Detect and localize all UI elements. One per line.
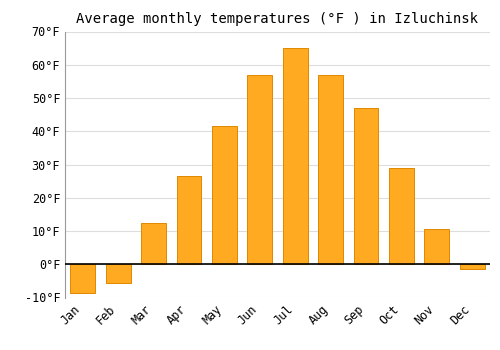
Bar: [248, 75, 272, 264]
Title: Average monthly temperatures (°F ) in Izluchinsk: Average monthly temperatures (°F ) in Iz…: [76, 12, 478, 26]
Bar: [70, 264, 95, 293]
Bar: [318, 75, 343, 264]
Bar: [389, 168, 414, 264]
Bar: [283, 48, 308, 264]
Bar: [106, 264, 130, 282]
Bar: [176, 176, 202, 264]
Bar: [424, 229, 450, 264]
Bar: [460, 264, 484, 269]
Bar: [141, 223, 166, 264]
Bar: [354, 108, 378, 264]
Bar: [212, 126, 237, 264]
